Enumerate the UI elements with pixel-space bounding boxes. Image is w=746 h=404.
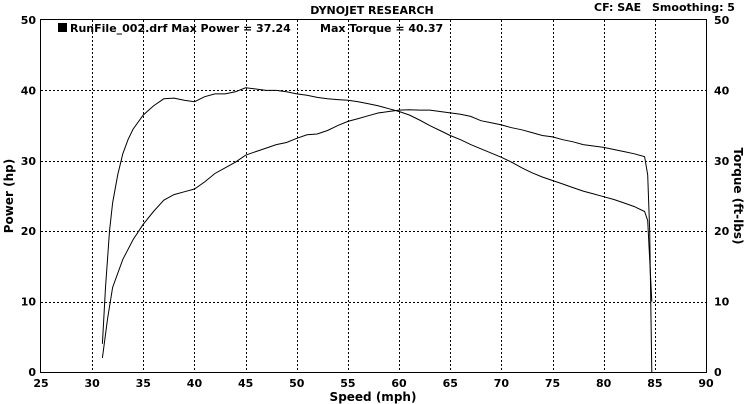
legend-marker [58, 23, 67, 32]
legend-run-label: RunFile_002.drf Max Power = 37.24 [70, 22, 291, 35]
y-tick-label-left: 20 [21, 225, 37, 238]
x-tick-label: 85 [647, 377, 662, 390]
x-tick-label: 60 [391, 377, 407, 390]
y-tick-label-left: 30 [21, 155, 37, 168]
curve-layer [101, 87, 653, 373]
cf-label: CF: SAE [594, 1, 641, 14]
legend-max-torque: Max Torque = 40.37 [320, 22, 443, 35]
power-curve [101, 109, 653, 373]
y-tick-label-right: 50 [714, 14, 730, 27]
smoothing-label: Smoothing: 5 [652, 1, 735, 14]
x-axis-title: Speed (mph) [330, 390, 417, 404]
torque-curve [101, 87, 653, 344]
y-tick-label-right: 20 [714, 225, 730, 238]
y-tick-label-left: 50 [21, 14, 37, 27]
x-tick-label: 80 [596, 377, 612, 390]
x-tick-label: 30 [84, 377, 100, 390]
y-tick-label-right: 10 [714, 296, 730, 309]
x-tick-label: 35 [136, 377, 151, 390]
x-tick-label: 40 [187, 377, 203, 390]
x-tick-label: 45 [238, 377, 253, 390]
y-tick-label-right: 40 [714, 84, 730, 97]
plot-frame [40, 19, 707, 373]
x-tick-label: 55 [340, 377, 355, 390]
y-tick-label-left: 40 [21, 84, 37, 97]
x-tick-label: 25 [33, 377, 48, 390]
y-axis-title-right: Torque (ft-lbs) [731, 148, 745, 245]
x-tick-label: 70 [494, 377, 510, 390]
tick-labels: 25 30 35 40 45 50 55 60 65 70 75 80 85 90010203040500… [21, 14, 730, 390]
x-tick-label: 50 [289, 377, 305, 390]
chart-title: DYNOJET RESEARCH [310, 4, 433, 17]
grid-layer [41, 20, 706, 372]
y-tick-label-left: 0 [28, 366, 36, 379]
y-tick-label-right: 0 [714, 366, 722, 379]
x-tick-label: 75 [545, 377, 560, 390]
x-tick-label: 90 [698, 377, 714, 390]
y-tick-label-left: 10 [21, 296, 37, 309]
x-tick-label: 65 [443, 377, 458, 390]
y-tick-label-right: 30 [714, 155, 730, 168]
y-axis-title-left: Power (hp) [2, 159, 16, 233]
